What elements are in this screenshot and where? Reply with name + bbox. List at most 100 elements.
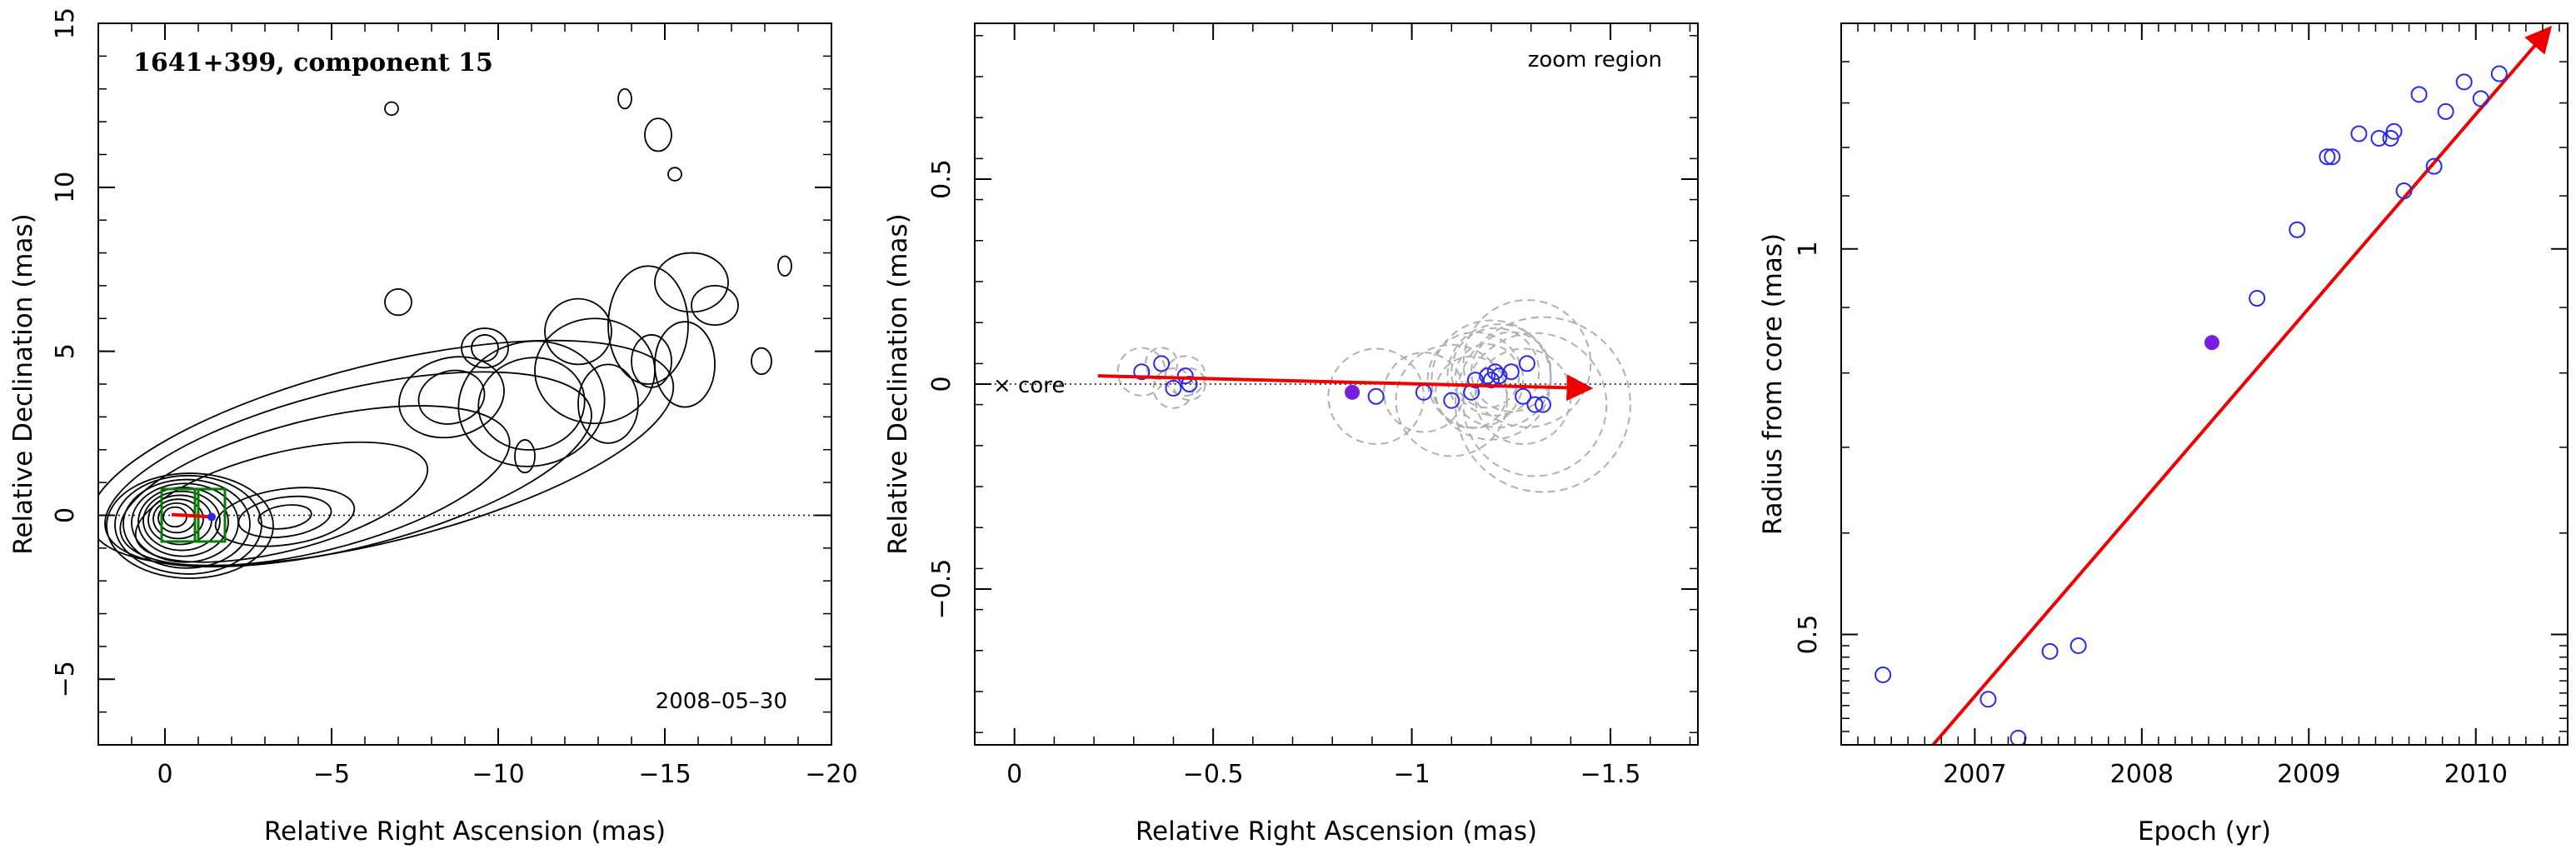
contour-line — [544, 297, 612, 366]
y-tick-label: 0.5 — [1794, 615, 1823, 655]
y-tick-label: −5 — [51, 661, 80, 697]
x-tick-label: 2008 — [2110, 760, 2174, 789]
contour-map-panel: 0 −5 −10 −15 −20 −5 0 5 10 15 1641+399, component… — [8, 7, 858, 847]
panel2-x-axis-label: Relative Right Ascension (mas) — [1136, 817, 1537, 847]
contour-line — [477, 357, 586, 451]
position-point — [1486, 363, 1504, 381]
error-circle — [1462, 332, 1608, 477]
position-point — [1518, 355, 1535, 372]
error-circle — [1450, 327, 1540, 417]
contour-line — [644, 117, 672, 152]
error-circle — [1327, 347, 1425, 445]
panel1-x-axis-label: Relative Right Ascension (mas) — [264, 817, 666, 847]
position-point — [1443, 392, 1460, 409]
position-point — [1165, 379, 1182, 397]
contour-line — [134, 441, 429, 563]
panel1-frame — [97, 22, 832, 746]
radius-point — [2385, 122, 2403, 140]
contour-line — [152, 498, 204, 540]
radius-epoch-content — [1875, 25, 2553, 745]
error-circle — [1455, 343, 1520, 409]
contour-line — [617, 87, 632, 110]
y-tick-label: 5 — [51, 343, 80, 359]
y-tick-label: 10 — [51, 172, 80, 203]
position-point — [1466, 372, 1484, 389]
x-tick-label: −20 — [805, 760, 857, 789]
radius-point — [2490, 65, 2508, 82]
error-circle — [1172, 367, 1206, 402]
x-tick-label: −0.5 — [1183, 760, 1244, 789]
x-tick-label: 2007 — [1943, 760, 2006, 789]
position-point — [1479, 367, 1496, 385]
contour-line — [417, 369, 486, 425]
radius-point — [2249, 290, 2266, 307]
contour-line — [607, 265, 689, 385]
contour-line — [461, 327, 509, 369]
position-point — [1483, 372, 1500, 389]
panel3-frame — [1840, 22, 2569, 746]
radius-point — [2041, 642, 2059, 660]
fit-arrow — [1931, 25, 2553, 745]
position-point — [1367, 387, 1385, 405]
panel1-date: 2008–05–30 — [656, 689, 787, 714]
y-tick-label: 0.5 — [927, 159, 956, 199]
contour-line — [777, 255, 792, 277]
panel1-axes: 0 −5 −10 −15 −20 −5 0 5 10 15 — [51, 7, 858, 789]
panel3-axes: 2007 2008 2009 2010 0.5 1 — [1794, 22, 2568, 789]
radius-point — [2324, 148, 2341, 166]
radius-point — [1979, 691, 1997, 708]
x-tick-label: −1.5 — [1580, 760, 1641, 789]
component-track — [171, 512, 212, 519]
radius-point — [2319, 148, 2336, 166]
contour-line — [142, 490, 221, 552]
jet-contours — [98, 87, 792, 579]
panel1-y-axis-label: Relative Declination (mas) — [8, 213, 38, 555]
contour-line — [214, 487, 356, 547]
y-tick-label: −0.5 — [927, 559, 956, 620]
contour-line — [257, 504, 312, 530]
component-marker — [207, 512, 216, 522]
contour-line — [654, 252, 729, 313]
radius-point — [2410, 86, 2428, 103]
radius-point — [1875, 666, 1892, 683]
radius-point — [2009, 729, 2027, 745]
contour-line — [471, 334, 499, 362]
highlight-point — [2204, 335, 2220, 351]
x-tick-label: 2010 — [2444, 760, 2508, 789]
position-point — [1502, 363, 1520, 381]
contour-line — [104, 371, 592, 568]
zoom-overlay — [98, 487, 831, 543]
position-point — [1133, 363, 1151, 381]
panel2-frame — [974, 22, 1699, 746]
panel2-title: zoom region — [1528, 47, 1662, 72]
contour-line — [654, 321, 716, 408]
zoom-panel-content — [994, 299, 1698, 493]
radius-point — [2069, 637, 2087, 654]
contour-line — [577, 363, 639, 444]
error-circle — [1430, 319, 1552, 441]
error-circle — [1455, 316, 1631, 493]
radius-epoch-panel: 2007 2008 2009 2010 0.5 1 Epoch (yr) Radius f… — [1758, 22, 2569, 847]
panel2-y-axis-label: Relative Declination (mas) — [883, 213, 913, 555]
contour-line — [237, 495, 332, 538]
x-tick-label: −10 — [472, 760, 524, 789]
radius-point — [2289, 221, 2306, 238]
x-tick-label: −5 — [313, 760, 350, 789]
position-point — [1490, 367, 1508, 385]
error-circle — [1116, 347, 1166, 397]
error-circle — [1152, 367, 1195, 409]
error-circle — [1474, 347, 1572, 445]
panel2-axes: 0 −0.5 −1 −1.5 −0.5 0 0.5 — [927, 23, 1698, 789]
position-point — [1526, 396, 1544, 413]
x-tick-label: 2009 — [2277, 760, 2340, 789]
x-tick-label: 0 — [1006, 760, 1022, 789]
contour-line — [691, 285, 739, 327]
radius-point — [2437, 102, 2454, 120]
contour-line — [119, 405, 511, 567]
error-circle — [1164, 355, 1206, 397]
zoom-panel: 0 −0.5 −1 −1.5 −0.5 0 0.5 zoom region × core R… — [883, 22, 1699, 847]
contour-line — [384, 101, 399, 117]
position-point — [1176, 367, 1194, 385]
x-tick-label: −15 — [638, 760, 691, 789]
contour-line — [398, 356, 505, 439]
